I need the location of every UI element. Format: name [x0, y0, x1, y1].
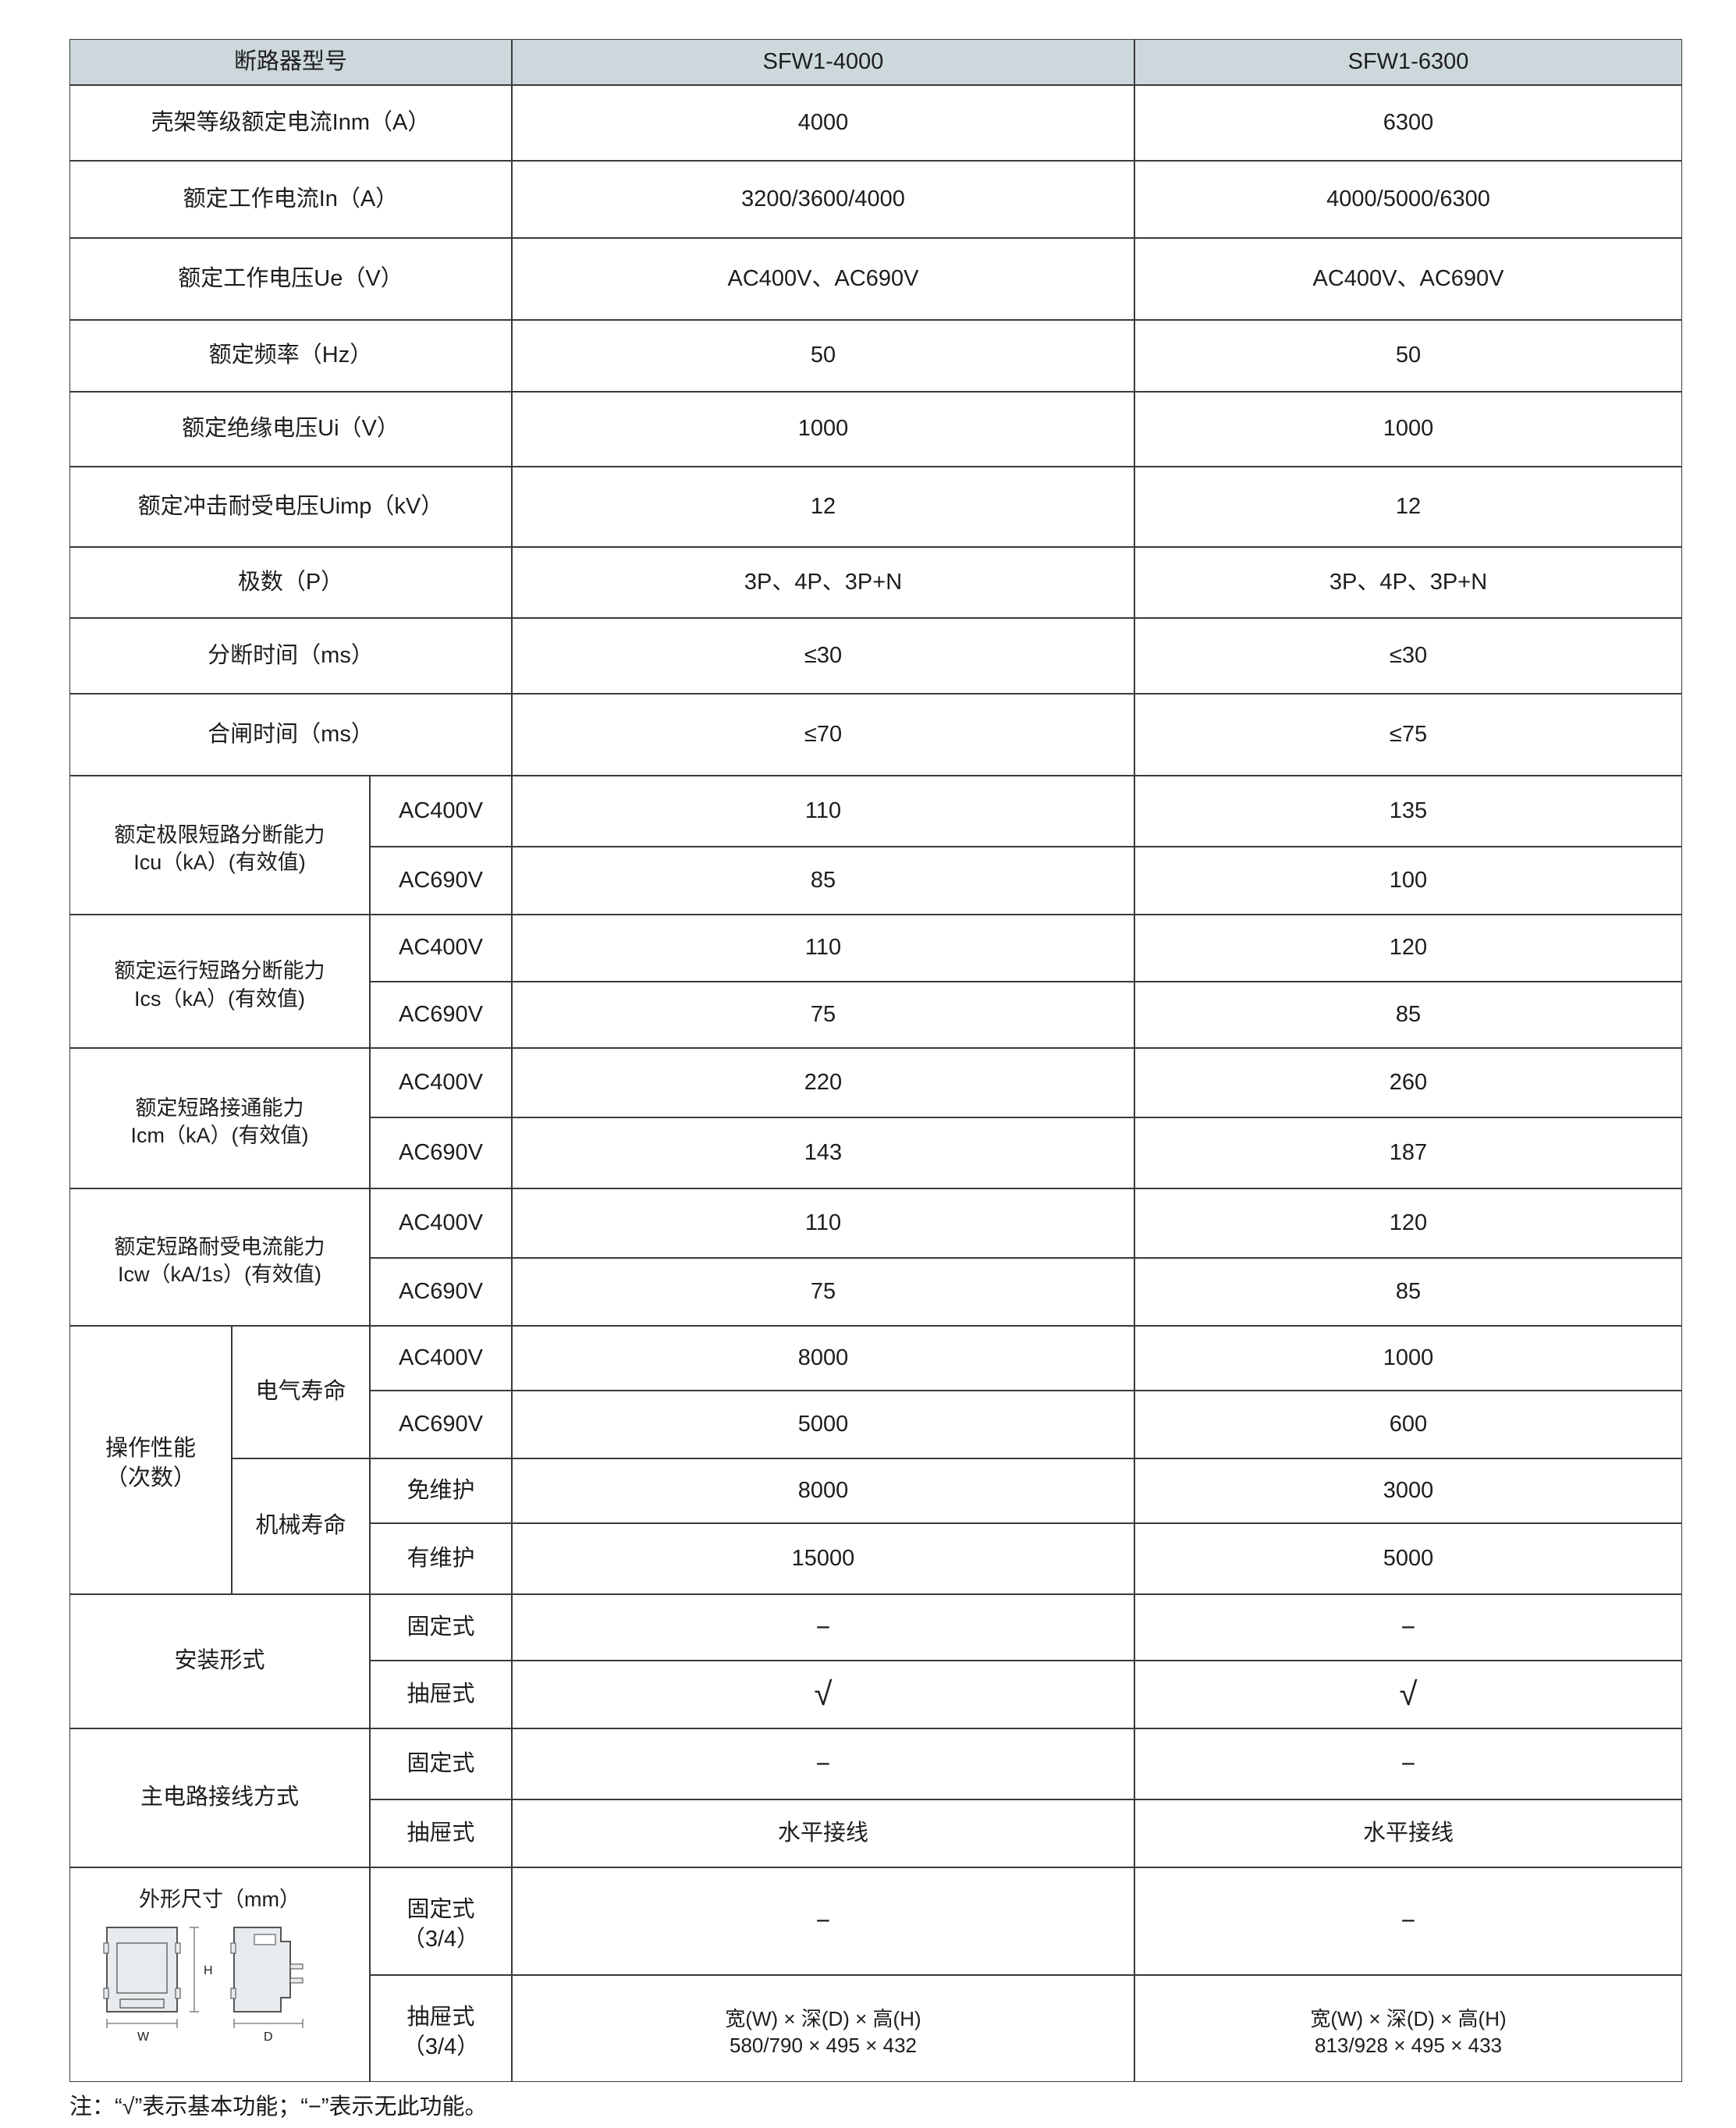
svg-text:H: H: [204, 1964, 213, 1977]
svg-text:D: D: [264, 2030, 273, 2044]
svg-text:W: W: [137, 2030, 150, 2044]
